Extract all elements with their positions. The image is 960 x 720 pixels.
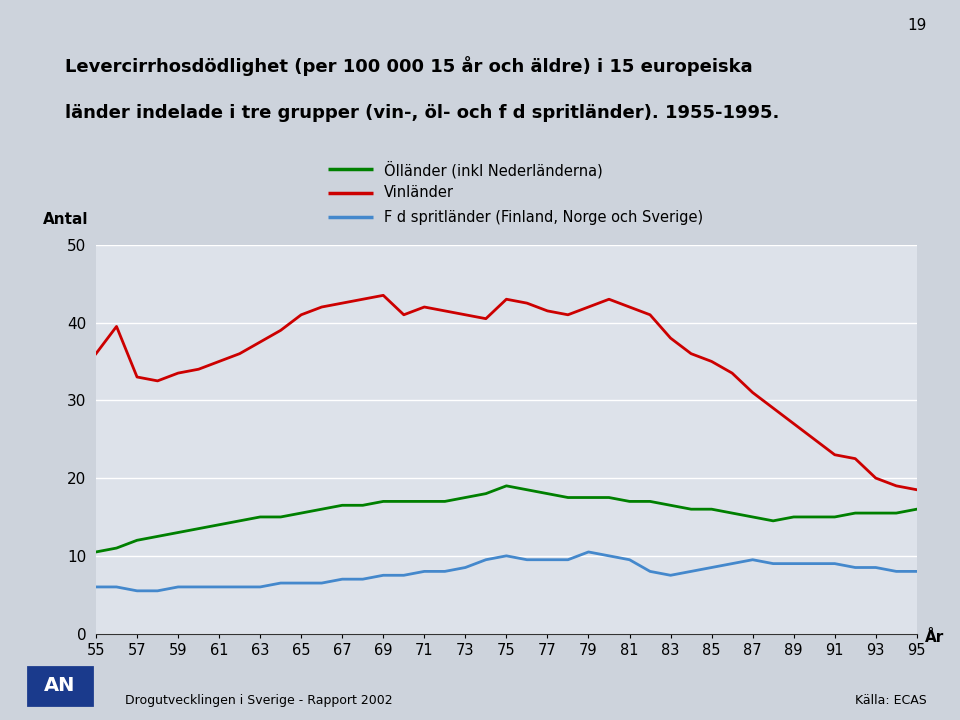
- Text: F d spritländer (Finland, Norge och Sverige): F d spritländer (Finland, Norge och Sver…: [384, 210, 704, 225]
- Text: AN: AN: [44, 676, 76, 696]
- Text: Ölländer (inkl Nederländerna): Ölländer (inkl Nederländerna): [384, 161, 603, 178]
- Text: Källa: ECAS: Källa: ECAS: [854, 694, 926, 707]
- Text: Antal: Antal: [43, 212, 88, 227]
- Text: Levercirrhosdödlighet (per 100 000 15 år och äldre) i 15 europeiska: Levercirrhosdödlighet (per 100 000 15 år…: [64, 56, 753, 76]
- Text: 19: 19: [907, 18, 926, 33]
- Text: År: År: [924, 630, 944, 644]
- Bar: [28, 667, 92, 704]
- Text: Vinländer: Vinländer: [384, 185, 454, 200]
- Text: Drogutvecklingen i Sverige - Rapport 2002: Drogutvecklingen i Sverige - Rapport 200…: [125, 694, 393, 707]
- Text: länder indelade i tre grupper (vin-, öl- och f d spritländer). 1955-1995.: länder indelade i tre grupper (vin-, öl-…: [64, 104, 779, 122]
